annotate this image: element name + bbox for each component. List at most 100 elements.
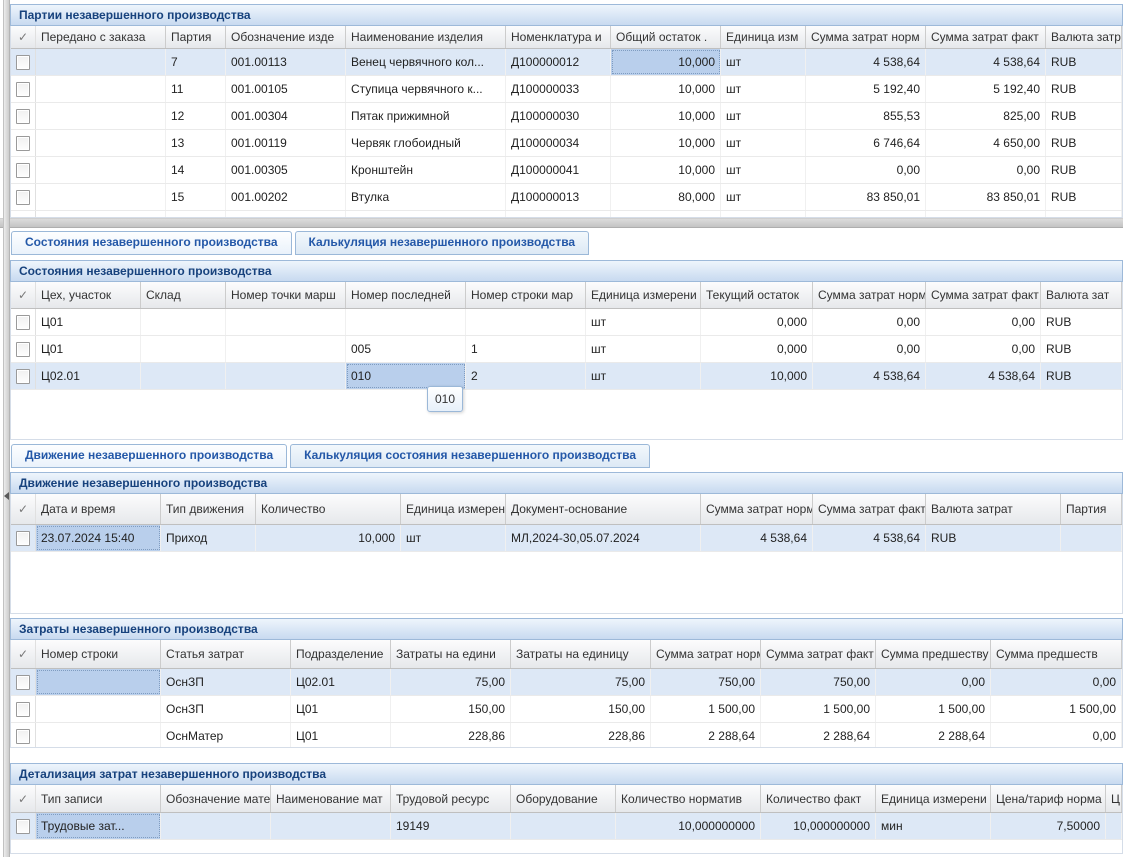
grid-cell[interactable]: Приход [161,525,256,551]
grid-cell[interactable]: 750,00 [761,669,876,695]
column-header[interactable]: Сумма предшеству [876,640,991,668]
grid-cell[interactable]: шт [721,211,806,217]
grid-cell[interactable] [226,363,346,389]
column-header[interactable]: Цена/тариф норма [991,785,1106,812]
grid-cell[interactable] [1106,813,1122,839]
grid-cell[interactable]: Трудовые зат... [36,813,161,839]
grid-cell[interactable]: 6 746,64 [806,130,926,156]
tab-inactive[interactable]: Калькуляция состояния незавершенного про… [290,444,651,468]
column-header[interactable]: Валюта затр [1046,26,1122,48]
grid-cell[interactable] [36,76,166,102]
grid-row[interactable]: 11 001.00105 Ступица червячного к... Д10000… [11,76,1122,103]
grid-cell[interactable]: 10,000000000 [616,813,761,839]
column-header[interactable]: Тип записи [36,785,161,812]
column-header[interactable]: Дата и время [36,494,161,524]
grid-cell[interactable]: 150,00 [391,696,511,722]
grid-cell[interactable]: Крепление фланцевое [346,211,506,217]
grid-cell[interactable]: 0,00 [813,309,926,335]
grid-cell[interactable]: 10,000 [611,103,721,129]
grid-cell[interactable]: 0,00 [926,336,1041,362]
grid-cell[interactable]: 228,86 [511,723,651,747]
grid-cell[interactable] [36,49,166,75]
grid-cell[interactable]: шт [401,525,506,551]
column-header[interactable]: Сумма затрат норм [651,640,761,668]
grid-cell[interactable]: 0,00 [991,723,1122,747]
column-header[interactable]: Статья затрат [161,640,291,668]
grid-cell[interactable] [141,309,226,335]
grid-cell[interactable]: 12 [166,103,226,129]
check-column-header[interactable]: ✓ [11,640,36,668]
grid-cell[interactable]: Д100000018 [506,211,611,217]
row-checkbox-cell[interactable] [11,130,36,156]
grid-cell[interactable]: Венец червячного кол... [346,49,506,75]
row-checkbox[interactable] [16,108,30,124]
tab-active[interactable]: Состояния незавершенного производства [11,231,292,255]
grid-cell[interactable]: 005 [346,336,466,362]
grid-cell[interactable]: Ц01 [291,696,391,722]
grid-cell[interactable]: Ц02.01 [36,363,141,389]
grid-row[interactable]: 23.07.2024 15:40 Приход 10,000 шт МЛ,2024-30… [11,525,1122,552]
column-header[interactable]: Номенклатура и [506,26,611,48]
grid-row[interactable]: 12 001.00304 Пятак прижимной Д100000030 10,0… [11,103,1122,130]
grid-cell[interactable]: 15 [166,184,226,210]
grid-cell[interactable]: 1 500,00 [651,696,761,722]
grid-cell[interactable]: Ц01 [36,309,141,335]
row-checkbox-cell[interactable] [11,669,36,695]
grid-cell[interactable]: 4 538,64 [813,525,926,551]
grid-cell[interactable]: 3 048,00 [806,211,926,217]
grid-cell[interactable]: 001.00113 [226,49,346,75]
grid-cell[interactable]: RUB [1046,130,1122,156]
row-checkbox-cell[interactable] [11,76,36,102]
grid-row[interactable]: Трудовые зат... 19149 10,000000000 10,00000… [11,813,1122,840]
grid-cell[interactable]: Ц02.01 [291,669,391,695]
column-header[interactable]: Единица измерени [876,785,991,812]
grid-cell[interactable]: 855,53 [806,103,926,129]
column-header[interactable]: Единица измерени [401,494,506,524]
grid-cell[interactable]: мин [876,813,991,839]
column-header[interactable]: Обозначение изде [226,26,346,48]
grid-cell[interactable] [36,184,166,210]
grid-cell[interactable]: 10,000 [611,130,721,156]
column-header[interactable]: Подразделение [291,640,391,668]
row-checkbox-cell[interactable] [11,103,36,129]
grid-cell[interactable]: шт [721,49,806,75]
grid-cell[interactable]: 7,50000 [991,813,1106,839]
grid-cell[interactable]: Ц01 [291,723,391,747]
tab-inactive[interactable]: Калькуляция незавершенного производства [294,231,590,255]
grid-cell[interactable] [1061,525,1122,551]
grid-cell[interactable]: 0,00 [813,336,926,362]
row-checkbox[interactable] [16,341,30,357]
column-header[interactable]: Тип движения [161,494,256,524]
column-header[interactable]: Склад [141,282,226,308]
column-header[interactable]: Сумма затрат норм [806,26,926,48]
row-checkbox[interactable] [16,216,30,217]
column-header[interactable]: Количество факт [761,785,876,812]
grid-cell[interactable]: ОснМатер [161,723,291,747]
column-header[interactable]: Текущий остаток [701,282,813,308]
column-header[interactable]: Валюта зат [1041,282,1122,308]
grid-cell[interactable] [346,309,466,335]
grid-cell[interactable]: 10,000 [611,157,721,183]
grid-cell[interactable] [36,157,166,183]
column-header[interactable]: Цех, участок [36,282,141,308]
grid-cell[interactable]: 0,000 [701,309,813,335]
grid-cell[interactable]: RUB [1046,184,1122,210]
grid-cell[interactable] [141,336,226,362]
grid-cell[interactable]: 83 850,01 [926,184,1046,210]
row-checkbox[interactable] [16,530,30,546]
grid-row[interactable]: Ц01 005 1 шт 0,000 0,00 0,00 RUB [11,336,1122,363]
grid-cell[interactable]: 21 [166,211,226,217]
grid-cell[interactable]: шт [721,130,806,156]
grid-cell[interactable]: RUB [1041,336,1122,362]
grid-cell[interactable]: RUB [1046,103,1122,129]
grid-cell[interactable]: 5 192,40 [806,76,926,102]
grid-cell[interactable]: 10,000000000 [761,813,876,839]
column-header[interactable]: Единица изм [721,26,806,48]
row-checkbox[interactable] [16,81,30,97]
check-column-header[interactable]: ✓ [11,785,36,812]
check-column-header[interactable]: ✓ [11,282,36,308]
grid-cell[interactable]: 75,00 [511,669,651,695]
grid-cell[interactable] [36,696,161,722]
grid-cell[interactable]: 1 [466,336,586,362]
grid-cell[interactable]: 010 [346,363,466,389]
